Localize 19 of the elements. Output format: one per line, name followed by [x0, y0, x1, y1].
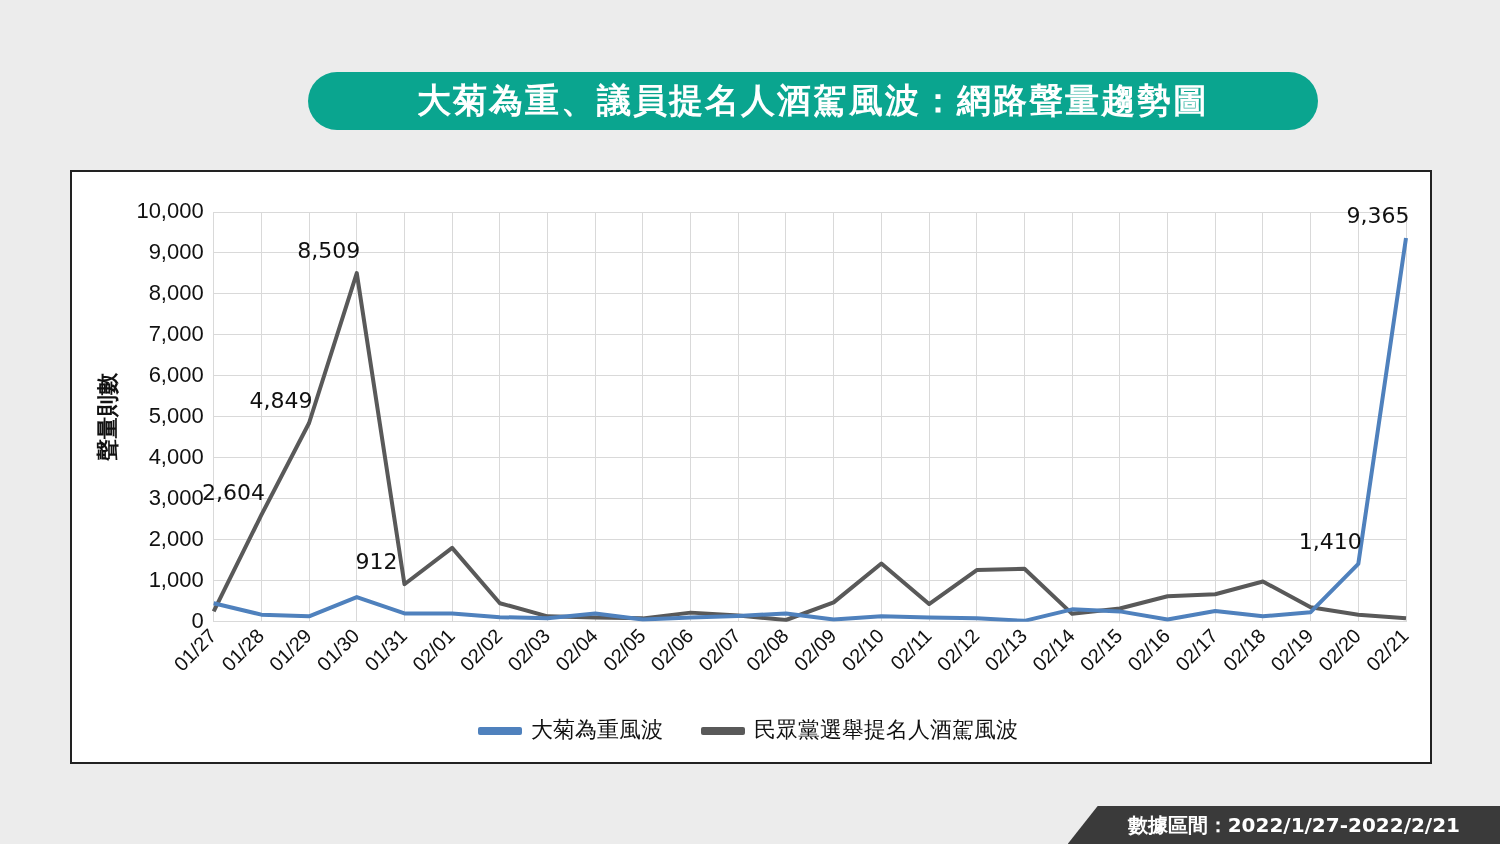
data-label: 9,365 [1346, 202, 1410, 228]
y-tick-label: 6,000 [148, 361, 204, 387]
chart-title: 大菊為重、議員提名人酒駕風波：網路聲量趨勢圖 [308, 72, 1318, 130]
y-tick-label: 4,000 [148, 443, 204, 469]
y-tick-label: 8,000 [148, 279, 204, 305]
y-tick-label: 5,000 [148, 402, 204, 428]
y-tick-label: 3,000 [148, 484, 204, 510]
y-tick-label: 7,000 [148, 320, 204, 346]
y-tick-label: 1,000 [148, 566, 204, 592]
data-label: 4,849 [249, 387, 313, 413]
legend-label: 民眾黨選舉提名人酒駕風波 [754, 716, 1018, 742]
data-label: 8,509 [297, 237, 361, 263]
y-axis-title: 聲量則數 [95, 371, 121, 462]
y-tick-label: 2,000 [148, 525, 204, 551]
legend-label: 大菊為重風波 [531, 716, 663, 742]
text: 數據區間：2022/1/27-2022/2/21 [1067, 806, 1500, 844]
data-label: 912 [355, 549, 398, 574]
y-tick-label: 10,000 [136, 198, 204, 224]
y-tick-label: 9,000 [148, 239, 204, 265]
